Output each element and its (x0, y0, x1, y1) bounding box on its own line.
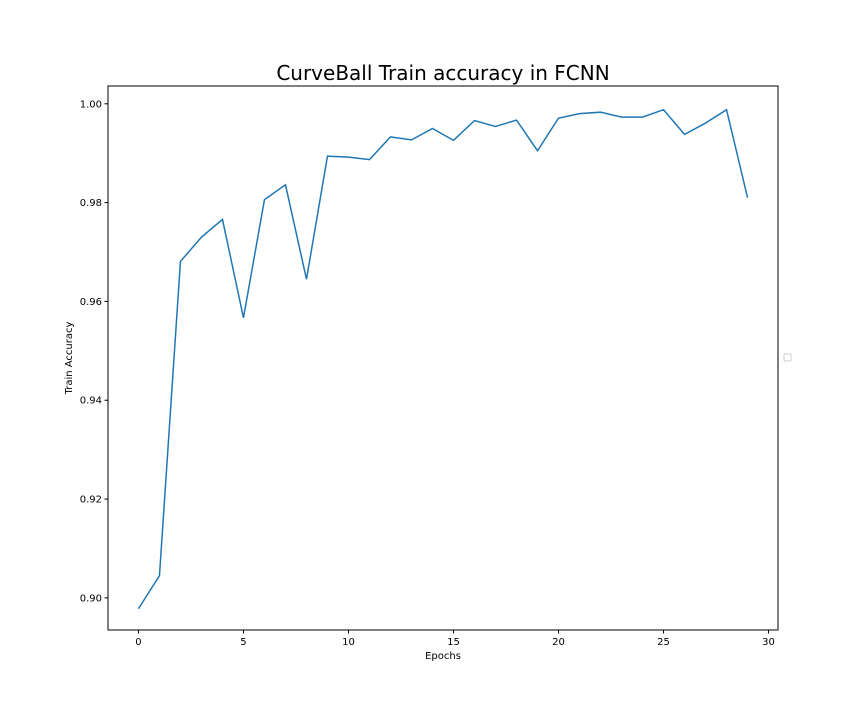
x-tick-label: 30 (762, 637, 775, 648)
x-tick-label: 15 (447, 637, 460, 648)
x-tick-label: 25 (657, 637, 670, 648)
y-tick-label: 0.90 (80, 593, 102, 604)
x-tick-label: 20 (552, 637, 565, 648)
axes-frame (107, 85, 779, 631)
plot-area (137, 108, 749, 610)
y-tick-label: 0.96 (80, 297, 102, 308)
y-tick-label: 0.94 (80, 396, 102, 407)
series-line (137, 108, 749, 610)
y-tick-label: 1.00 (80, 99, 102, 110)
legend-box (783, 353, 792, 362)
x-tick-label: 10 (342, 637, 355, 648)
axis-ticks: 0 5 10 15 20 25 30 0.90 0.92 0.94 0.96 0.98 1.00 (80, 99, 775, 648)
y-axis-label: Train Accuracy (64, 322, 75, 396)
y-tick-label: 0.92 (80, 495, 102, 506)
x-tick-label: 5 (240, 637, 246, 648)
y-tick-label: 0.98 (80, 198, 102, 209)
chart-title: CurveBall Train accuracy in FCNN (276, 61, 609, 85)
x-tick-label: 0 (135, 637, 141, 648)
x-axis-label: Epochs (425, 651, 461, 662)
